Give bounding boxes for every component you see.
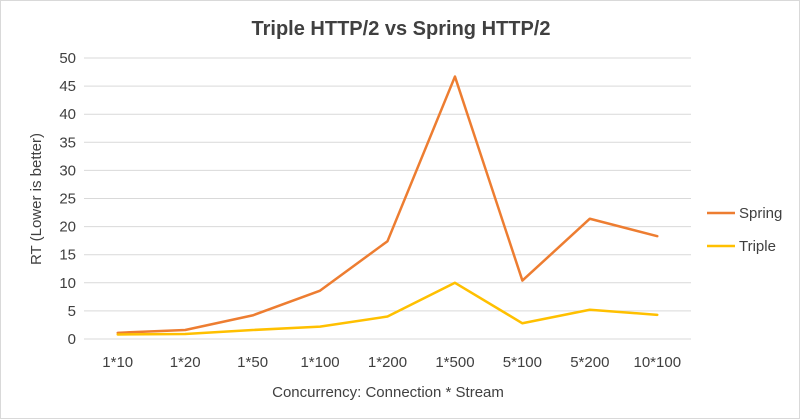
y-tick-label: 40 <box>59 106 76 123</box>
legend-label-spring: Spring <box>739 205 782 222</box>
y-tick-label: 0 <box>68 331 76 348</box>
y-axis-label: RT (Lower is better) <box>28 133 45 265</box>
y-tick-label: 45 <box>59 78 76 95</box>
y-tick-label: 5 <box>68 303 76 320</box>
x-axis-ticks: 1*10 1*20 1*50 1*100 1*200 1*500 5*100 5*200 10*… <box>102 354 681 371</box>
x-axis-label: Concurrency: Connection * Stream <box>272 384 504 401</box>
x-tick-label: 1*200 <box>368 354 407 371</box>
y-tick-label: 30 <box>59 162 76 179</box>
gridlines <box>84 57 691 340</box>
x-tick-label: 1*20 <box>170 354 201 371</box>
series-lines <box>116 75 659 336</box>
x-tick-label: 1*50 <box>237 354 268 371</box>
series-line-spring <box>116 75 659 335</box>
x-tick-label: 1*100 <box>300 354 339 371</box>
legend-label-triple: Triple <box>739 238 776 255</box>
y-axis-ticks: 0 5 10 15 20 25 30 35 40 45 50 <box>59 50 76 348</box>
y-tick-label: 50 <box>59 50 76 67</box>
y-tick-label: 10 <box>59 275 76 292</box>
chart-title: Triple HTTP/2 vs Spring HTTP/2 <box>252 18 551 40</box>
x-tick-label: 5*200 <box>570 354 609 371</box>
x-tick-label: 5*100 <box>503 354 542 371</box>
x-tick-label: 10*100 <box>633 354 681 371</box>
x-tick-label: 1*500 <box>435 354 474 371</box>
y-tick-label: 35 <box>59 134 76 151</box>
x-tick-label: 1*10 <box>102 354 133 371</box>
y-tick-label: 15 <box>59 247 76 264</box>
y-tick-label: 25 <box>59 191 76 208</box>
legend: Spring Triple <box>707 205 782 255</box>
y-tick-label: 20 <box>59 219 76 236</box>
